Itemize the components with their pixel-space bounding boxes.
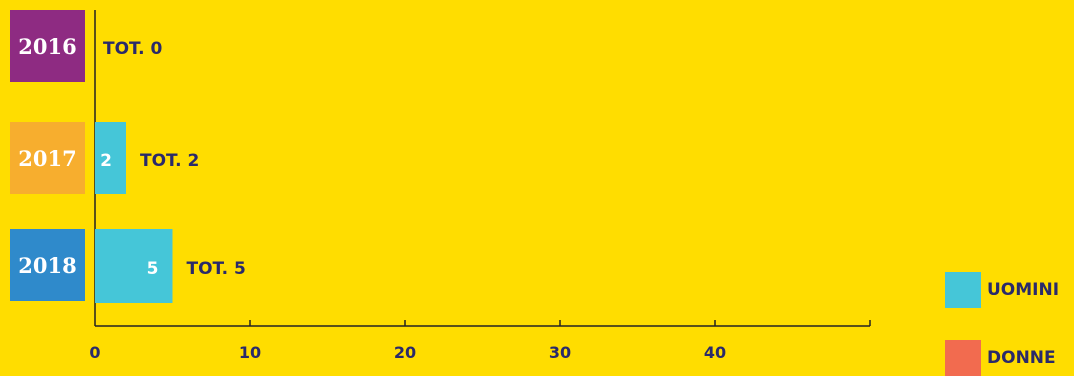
total-label-2018: TOT. 5 xyxy=(187,259,246,279)
year-badge-2017: 2017 xyxy=(10,122,85,194)
bar-2018-uomini xyxy=(95,229,173,303)
chart-bars xyxy=(95,122,173,303)
legend-item-women: DONNE xyxy=(945,340,1056,376)
year-badge-2016: 2016 xyxy=(10,10,85,82)
x-tick-label-30: 30 xyxy=(549,343,571,362)
x-tick-label-40: 40 xyxy=(704,343,726,362)
x-tick-label-10: 10 xyxy=(239,343,261,362)
bar-chart: 0 10 20 30 40 TOT. 0 2 TOT. 2 5 TOT. 5 xyxy=(89,10,871,362)
legend-swatch-women xyxy=(945,340,981,376)
legend-swatch-men xyxy=(945,272,981,308)
x-tick-label-20: 20 xyxy=(394,343,416,362)
legend-label-women: DONNE xyxy=(987,348,1056,368)
total-label-2016: TOT. 0 xyxy=(103,39,162,59)
bar-value-label-2018-uomini: 5 xyxy=(147,259,159,279)
bar-2017-uomini xyxy=(95,122,126,194)
chart-labels: 0 10 20 30 40 TOT. 0 2 TOT. 2 5 TOT. 5 xyxy=(89,39,726,362)
bar-value-label-2017-uomini: 2 xyxy=(100,151,112,171)
x-tick-label-0: 0 xyxy=(89,343,100,362)
year-badge-2018: 2018 xyxy=(10,229,85,301)
total-label-2017: TOT. 2 xyxy=(140,151,199,171)
legend-label-men: UOMINI xyxy=(987,280,1060,300)
legend-item-men: UOMINI xyxy=(945,272,1059,308)
